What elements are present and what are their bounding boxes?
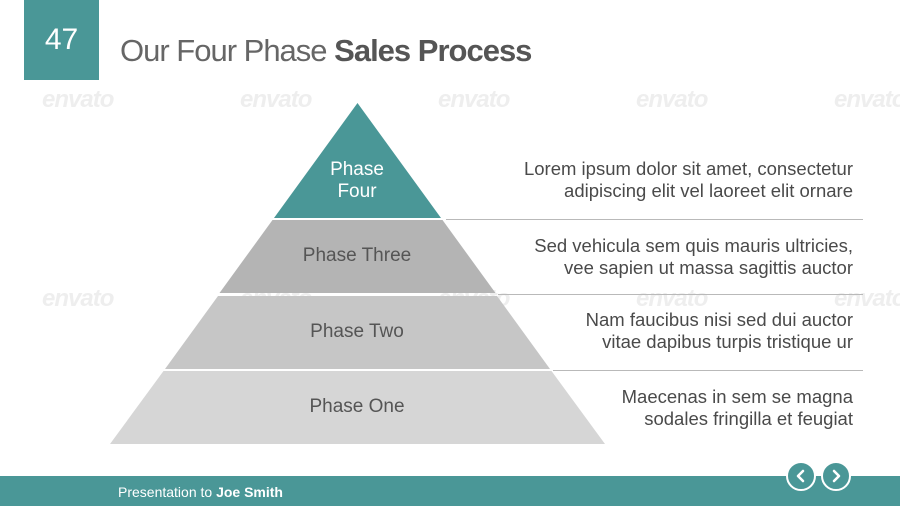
- slide-title: Our Four Phase Sales Process: [120, 33, 532, 69]
- pyramid-tier-phase-four: [274, 103, 441, 218]
- divider-line: [498, 294, 863, 295]
- phase-description: Sed vehicula sem quis mauris ultricies, …: [433, 235, 853, 279]
- phase-description: Lorem ipsum dolor sit amet, consectetur …: [433, 158, 853, 202]
- phase-label-two: Phase Two: [310, 321, 404, 342]
- presentation-credit: Presentation to Joe Smith: [118, 484, 283, 500]
- phase-label-one: Phase One: [309, 396, 405, 417]
- pyramid-tier-phase-one: [110, 371, 605, 444]
- title-regular: Our Four Phase: [120, 33, 335, 68]
- phase-label-three: Phase Three: [302, 245, 412, 266]
- description-line: Lorem ipsum dolor sit amet, consectetur: [523, 158, 853, 179]
- phase-label-four: Phase Four: [257, 159, 457, 203]
- divider-line: [553, 370, 863, 371]
- description-line: vee sapien ut massa sagittis auctor: [564, 257, 853, 278]
- divider-line: [446, 219, 863, 220]
- chevron-right-icon: [832, 469, 841, 483]
- description-line: Nam faucibus nisi sed dui auctor: [585, 309, 853, 330]
- previous-slide-button[interactable]: [786, 461, 816, 491]
- presented-prefix: Presentation to: [118, 484, 217, 500]
- title-bold: Sales Process: [334, 33, 532, 68]
- next-slide-button[interactable]: [821, 461, 851, 491]
- pyramid-tier-phase-three: [219, 220, 496, 293]
- presented-name: Joe Smith: [216, 484, 283, 500]
- footer-bar: [0, 476, 900, 506]
- description-line: adipiscing elit vel laoreet elit ornare: [564, 180, 853, 201]
- description-line: sodales fringilla et feugiat: [644, 408, 853, 429]
- phase-label-line: Phase: [330, 159, 384, 180]
- phase-description: Nam faucibus nisi sed dui auctor vitae d…: [433, 309, 853, 353]
- description-line: vitae dapibus turpis tristique ur: [602, 331, 853, 352]
- phase-label-line: Four: [337, 181, 377, 202]
- slide-number: 47: [24, 0, 99, 80]
- description-line: Maecenas in sem se magna: [621, 386, 853, 407]
- description-line: Sed vehicula sem quis mauris ultricies,: [534, 235, 853, 256]
- phase-description: Maecenas in sem se magna sodales fringil…: [433, 386, 853, 430]
- pyramid-tier-phase-two: [165, 296, 550, 369]
- chevron-left-icon: [796, 469, 805, 483]
